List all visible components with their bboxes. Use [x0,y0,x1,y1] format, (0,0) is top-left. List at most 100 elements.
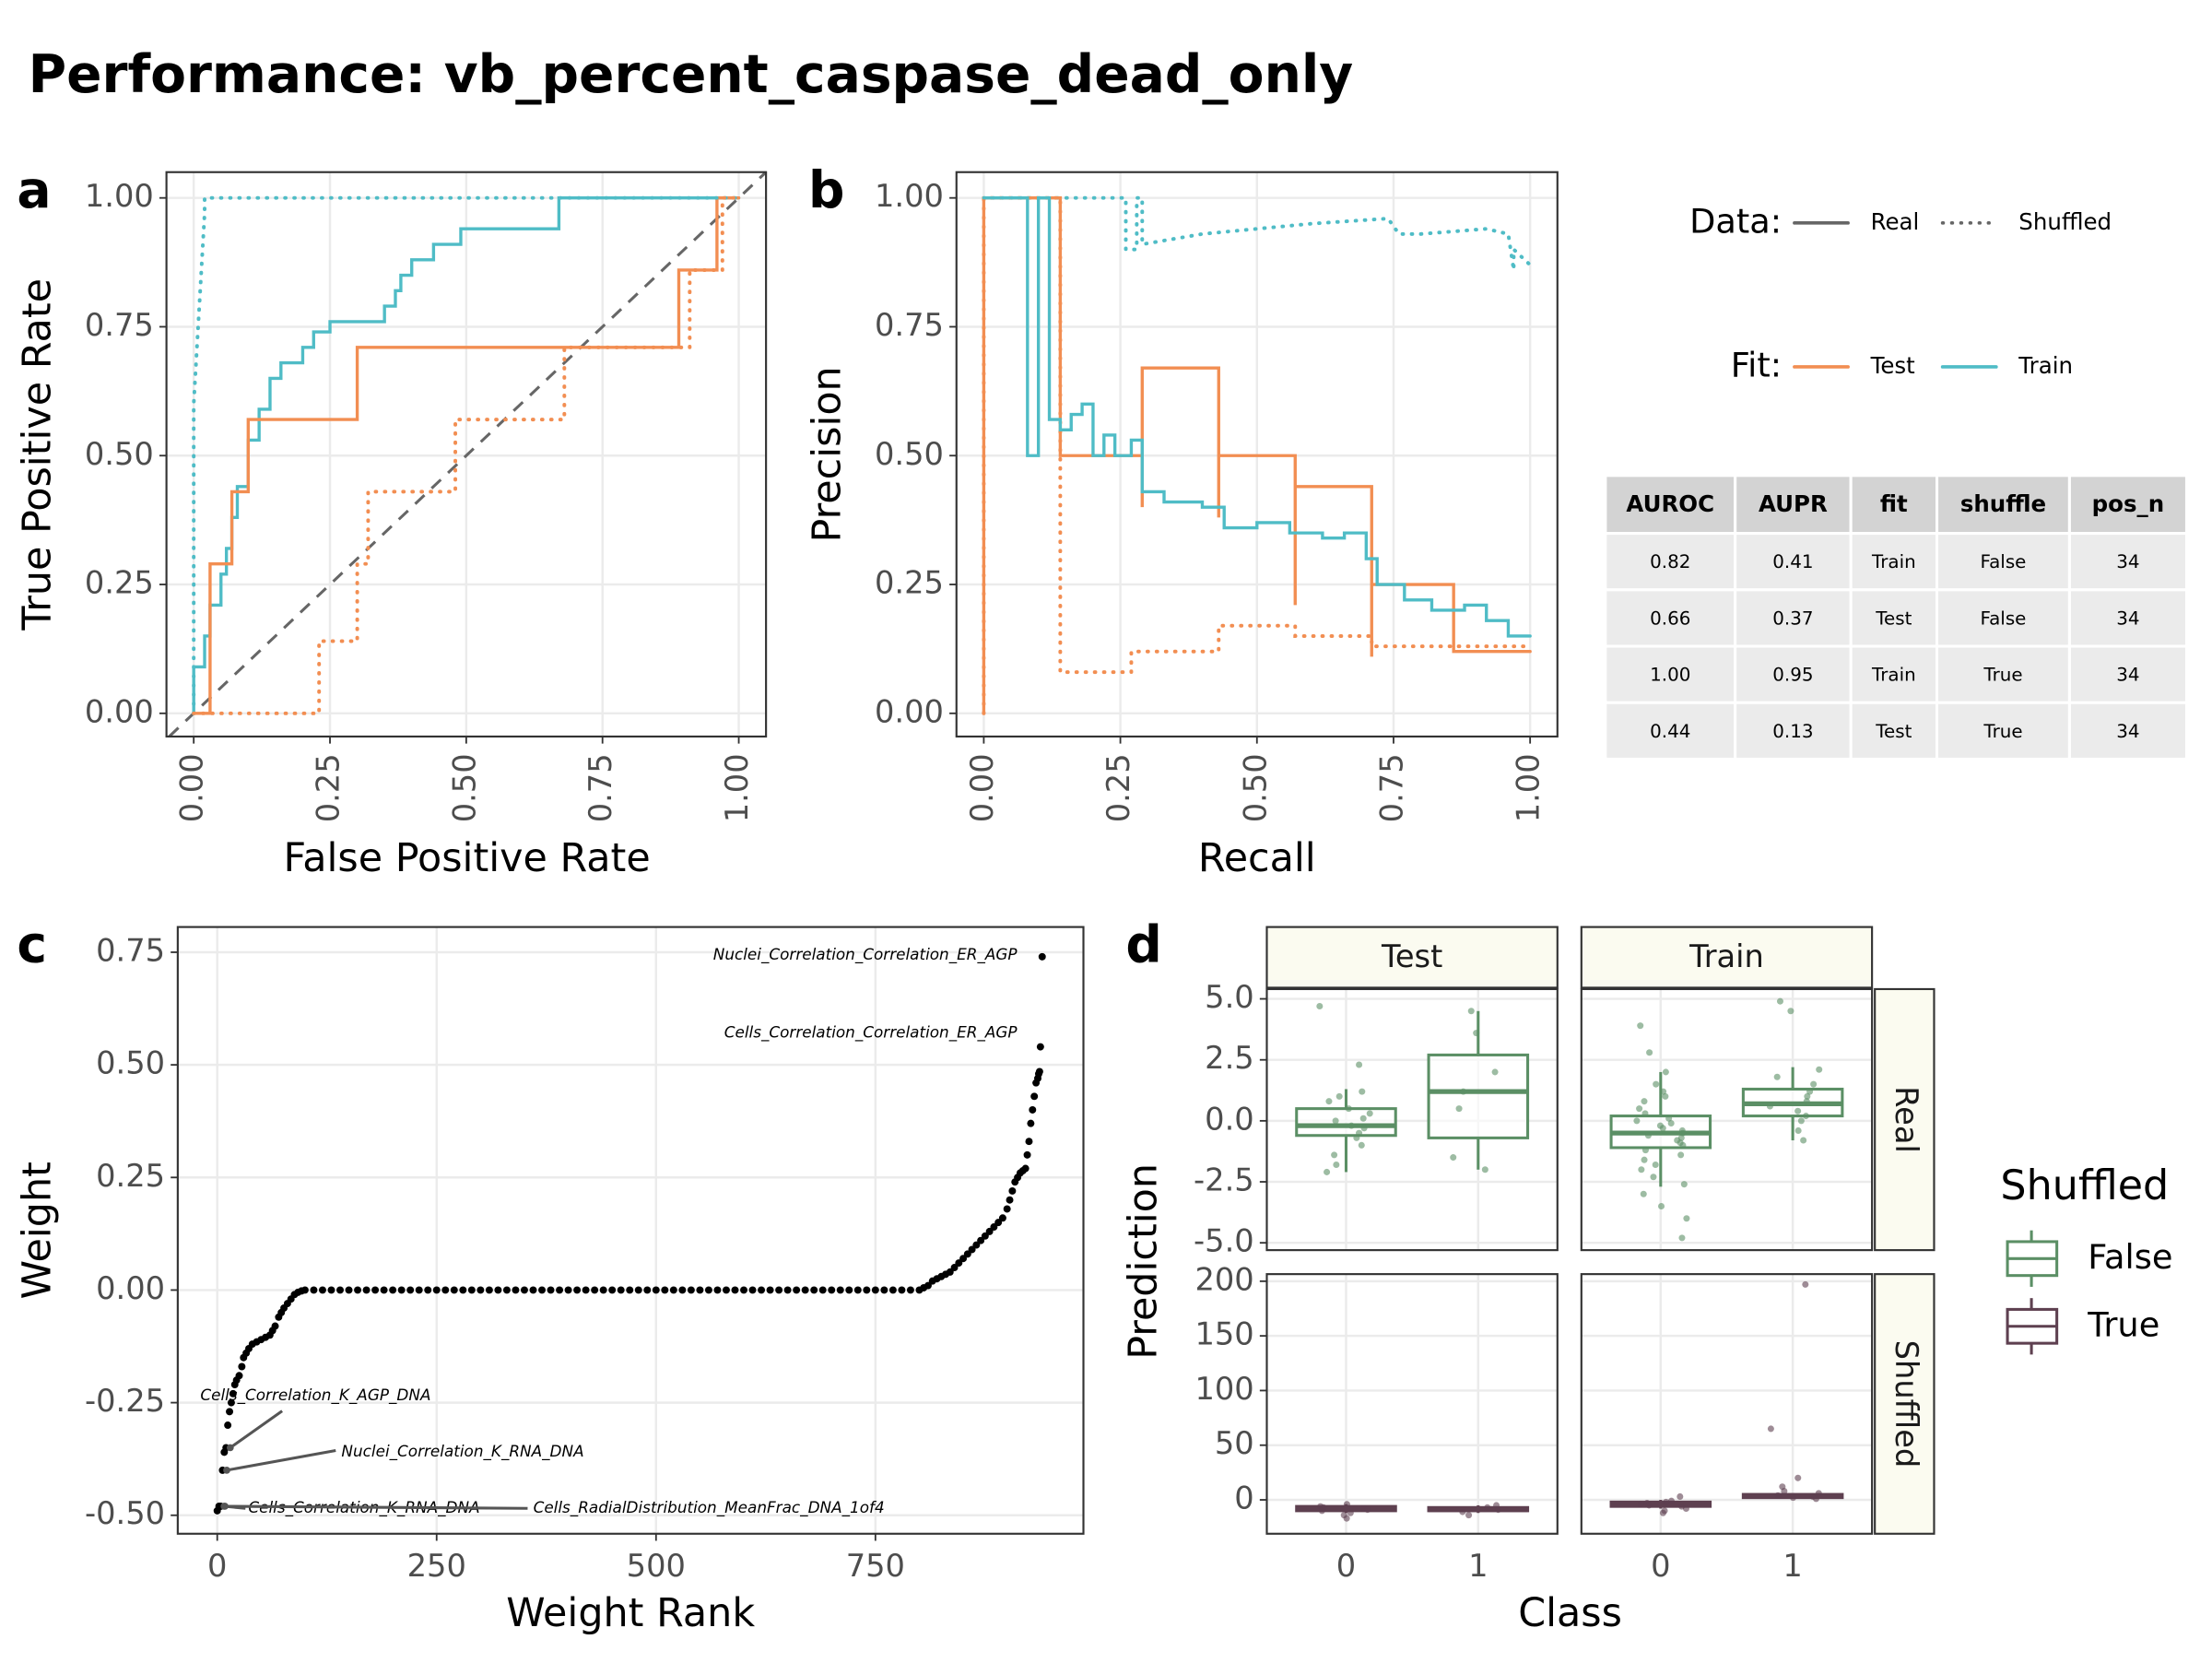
jitter-point [1815,1490,1822,1497]
weight-point [450,1286,458,1294]
legend-label: True [2087,1304,2159,1344]
jitter-point [1473,1030,1480,1037]
annotation-label: Cells_Correlation_Correlation_ER_AGP [724,1022,1018,1042]
jitter-point [1816,1066,1823,1073]
table-cell-text: 34 [2116,665,2139,686]
weight-point [972,1241,981,1249]
weight-point [227,1398,235,1407]
annotation-arrowhead [221,1503,229,1510]
y-tick-label: 150 [1194,1316,1253,1352]
table-cell-text: Test [1875,721,1912,742]
table-cell [1849,644,1939,704]
facet-strip [1874,987,1936,1252]
weight-point [994,1219,1003,1227]
x-tick-label: 750 [846,1548,905,1584]
weight-point [1025,1138,1033,1146]
x-axis-title: Recall [1198,835,1316,881]
weight-point [880,1286,888,1294]
weight-point [985,1227,994,1235]
x-tick-label: 0.00 [964,753,1000,822]
table-cell [1849,588,1939,648]
weight-point [556,1286,564,1294]
weight-point [758,1286,766,1294]
y-tick-label: 1.00 [85,178,154,214]
weight-point [704,1286,712,1294]
y-axis-title: Prediction [1120,1163,1166,1360]
weight-point [354,1286,362,1294]
weight-point [1038,952,1046,961]
weight-point [415,1286,423,1294]
weight-point [336,1286,344,1294]
jitter-point [1347,1509,1354,1516]
legend-label: Train [2018,352,2073,379]
table-cell-text: 34 [2116,551,2139,572]
weight-point [793,1286,801,1294]
jitter-point [1343,1515,1350,1522]
weight-point [271,1322,279,1330]
jitter-point [1343,1501,1350,1508]
weight-point [467,1286,476,1294]
legend-title: Shuffled [2000,1162,2169,1209]
jitter-point [1318,1507,1325,1515]
table-header: shuffle [1960,490,2046,517]
x-tick-label: 1.00 [719,753,755,822]
y-tick-label: 50 [1215,1425,1254,1461]
x-tick-label: 1.00 [1511,753,1547,822]
roc-line [192,195,741,715]
weight-point [906,1286,914,1294]
jitter-point [1353,1134,1360,1141]
y-tick-label: -0.25 [85,1383,165,1419]
table-cell-text: Train [1871,551,1916,572]
table-header-cell [1849,474,1939,536]
table-cell-text: 0.66 [1650,607,1690,629]
weight-point [687,1286,695,1294]
annotation-arrow [229,1409,284,1449]
y-axis-title: Precision [805,366,851,542]
jitter-point [1358,1141,1365,1149]
x-tick-label: 0.50 [446,753,482,822]
jitter-point [1659,1125,1666,1132]
jitter-point [1804,1092,1811,1100]
jitter-point [1636,1105,1643,1113]
x-axis-title: Weight Rank [506,1590,755,1636]
weight-point [1027,1119,1035,1127]
y-tick-label: 0.25 [85,565,154,601]
jitter-point [1781,1488,1788,1495]
jitter-point [1331,1151,1338,1159]
jitter-point [1633,1117,1641,1125]
y-tick-label: 0.25 [96,1158,165,1194]
jitter-point [1324,1168,1331,1175]
y-tick-label: 0.75 [85,307,154,343]
jitter-point [1332,1117,1339,1125]
jitter-point [1677,1151,1685,1159]
weight-point [924,1281,932,1290]
annotation-arrowhead [226,1444,234,1452]
weight-point [485,1286,493,1294]
table-cell [1734,532,1853,592]
weight-point [397,1286,406,1294]
table-cell-text: 0.82 [1650,551,1690,572]
weight-point [696,1286,704,1294]
weight-point [946,1268,954,1276]
y-tick-label: 0.25 [875,565,944,601]
weight-point [1003,1205,1011,1213]
x-tick-label: 500 [627,1548,686,1584]
jitter-point [1637,1501,1644,1508]
weight-point [547,1286,555,1294]
weight-point [766,1286,774,1294]
annotation-label: Cells_Correlation_K_AGP_DNA [200,1386,430,1405]
figure-title: Performance: vb_percent_caspase_dead_onl… [29,44,1354,105]
y-tick-label: 2.5 [1205,1040,1254,1076]
weight-point [608,1286,617,1294]
x-tick-label: 0.50 [1237,753,1273,822]
roc-line [982,195,1533,271]
jitter-point [1484,1504,1491,1511]
panel-label: a [17,160,51,219]
weight-point [1021,1164,1030,1173]
panel-label: b [808,160,844,219]
weight-point [977,1236,985,1244]
roc-line [982,195,1532,715]
weight-point [853,1286,862,1294]
